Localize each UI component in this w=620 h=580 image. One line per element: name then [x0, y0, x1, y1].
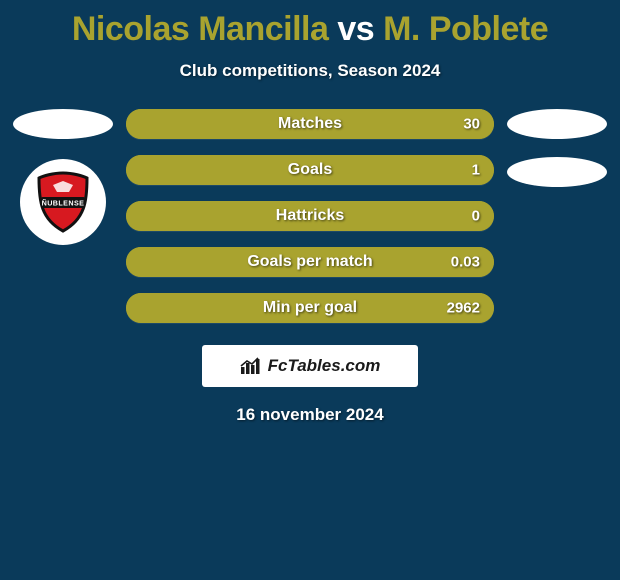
stat-value-right: 2962 — [447, 300, 480, 317]
stat-bar-goals: Goals 1 — [126, 155, 494, 185]
brand-text: FcTables.com — [268, 356, 381, 376]
stat-bar-min-per-goal: Min per goal 2962 — [126, 293, 494, 323]
club-banner-text: ÑUBLENSE — [42, 199, 85, 208]
stat-label: Min per goal — [263, 299, 357, 317]
brand-badge[interactable]: FcTables.com — [202, 345, 418, 387]
stat-label: Matches — [278, 115, 342, 133]
stats-bars: Matches 30 Goals 1 Hattricks 0 Goals per… — [118, 109, 502, 323]
left-club-badge: ÑUBLENSE — [20, 159, 106, 245]
shield-icon: ÑUBLENSE — [35, 171, 91, 233]
title-player-left: Nicolas Mancilla — [72, 10, 329, 48]
stat-label: Hattricks — [276, 207, 344, 225]
stat-bar-goals-per-match: Goals per match 0.03 — [126, 247, 494, 277]
title-vs: vs — [328, 10, 383, 48]
right-player-oval — [507, 109, 607, 139]
stat-value-right: 0.03 — [451, 254, 480, 271]
stat-value-right: 1 — [472, 162, 480, 179]
stat-bar-matches: Matches 30 — [126, 109, 494, 139]
right-player-oval — [507, 157, 607, 187]
stat-label: Goals per match — [247, 253, 372, 271]
subtitle: Club competitions, Season 2024 — [0, 61, 620, 81]
left-player-column: ÑUBLENSE — [8, 109, 118, 245]
right-player-column — [502, 109, 612, 187]
stat-value-right: 0 — [472, 208, 480, 225]
title-player-right: M. Poblete — [383, 10, 548, 48]
page-title: Nicolas Mancilla vs M. Poblete — [0, 0, 620, 49]
comparison-row: ÑUBLENSE Matches 30 Goals 1 Hattricks 0 … — [0, 109, 620, 323]
bar-chart-icon — [240, 357, 262, 375]
stat-bar-hattricks: Hattricks 0 — [126, 201, 494, 231]
stat-value-right: 30 — [463, 116, 480, 133]
left-player-oval — [13, 109, 113, 139]
stat-label: Goals — [288, 161, 332, 179]
footer-date: 16 november 2024 — [0, 405, 620, 425]
